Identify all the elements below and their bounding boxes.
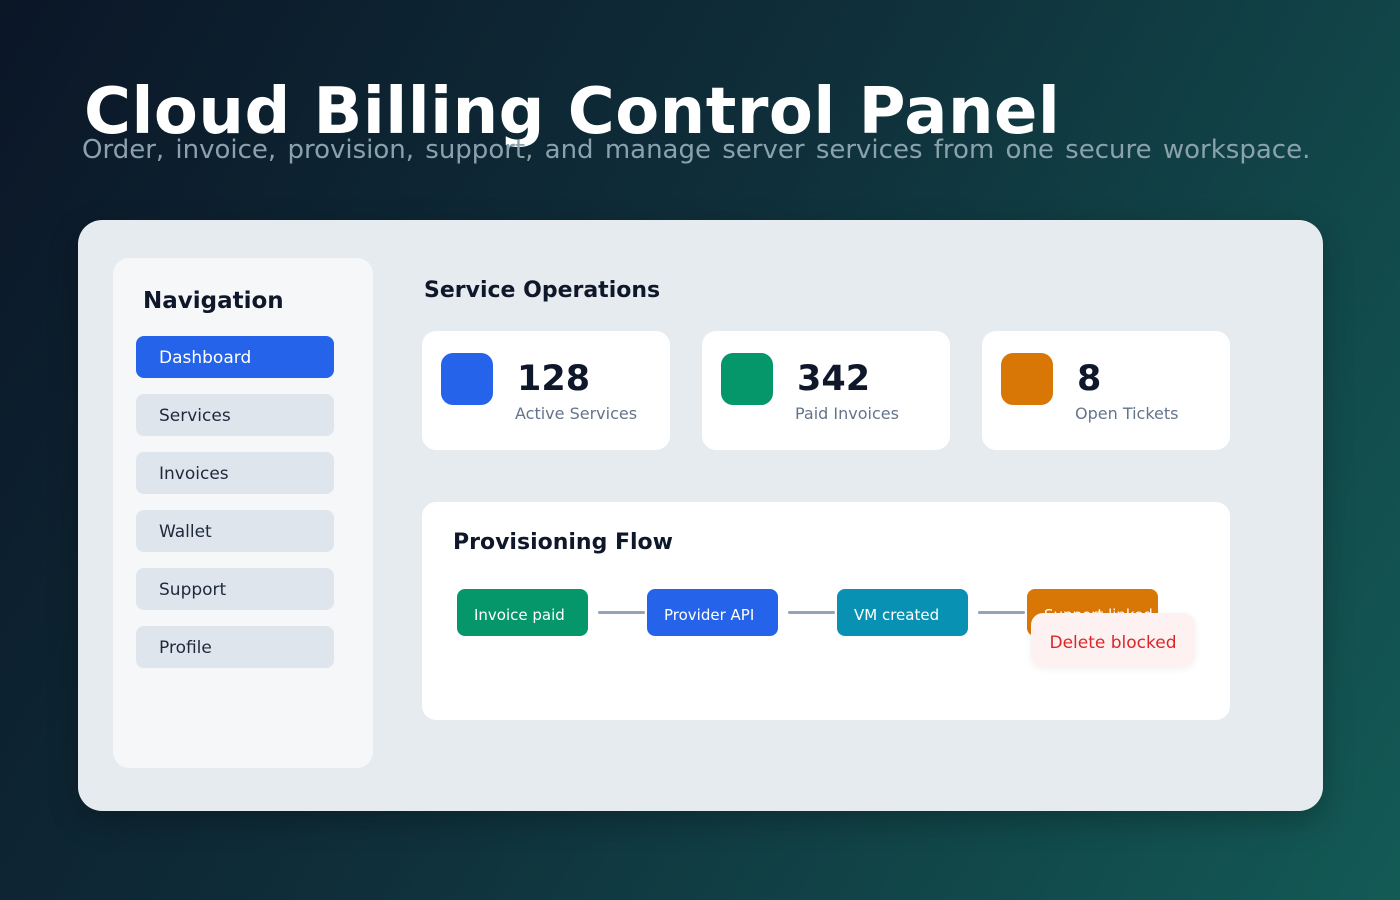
page-subtitle: Order, invoice, provision, support, and … (82, 135, 1311, 165)
flow-title: Provisioning Flow (453, 530, 673, 555)
open-tickets-icon (1001, 353, 1053, 405)
stat-label: Active Services (515, 404, 638, 423)
stat-label: Open Tickets (1075, 404, 1179, 423)
control-panel: Navigation Dashboard Services Invoices W… (78, 220, 1323, 811)
section-title: Service Operations (424, 278, 661, 303)
flow-step-vm-created[interactable]: VM created (837, 589, 968, 636)
sidebar-item-dashboard[interactable]: Dashboard (136, 336, 334, 378)
sidebar: Navigation Dashboard Services Invoices W… (113, 258, 373, 768)
flow-step-provider-api[interactable]: Provider API (647, 589, 778, 636)
sidebar-item-services[interactable]: Services (136, 394, 334, 436)
stat-value: 128 (517, 359, 591, 399)
sidebar-item-profile[interactable]: Profile (136, 626, 334, 668)
stat-value: 342 (797, 359, 871, 399)
active-services-icon (441, 353, 493, 405)
provisioning-flow-card: Provisioning Flow Invoice paid Provider … (422, 502, 1230, 720)
sidebar-title: Navigation (143, 288, 284, 314)
paid-invoices-icon (721, 353, 773, 405)
delete-blocked-toast: Delete blocked (1031, 613, 1195, 667)
page-title: Cloud Billing Control Panel (84, 75, 1061, 149)
stat-value: 8 (1077, 359, 1102, 399)
stat-card-paid-invoices: 342 Paid Invoices (702, 331, 950, 450)
stat-label: Paid Invoices (795, 404, 899, 423)
flow-connector (598, 611, 645, 614)
sidebar-item-wallet[interactable]: Wallet (136, 510, 334, 552)
stat-card-open-tickets: 8 Open Tickets (982, 331, 1230, 450)
stat-card-active-services: 128 Active Services (422, 331, 670, 450)
flow-connector (788, 611, 835, 614)
flow-connector (978, 611, 1025, 614)
flow-step-invoice-paid[interactable]: Invoice paid (457, 589, 588, 636)
sidebar-item-support[interactable]: Support (136, 568, 334, 610)
sidebar-item-invoices[interactable]: Invoices (136, 452, 334, 494)
